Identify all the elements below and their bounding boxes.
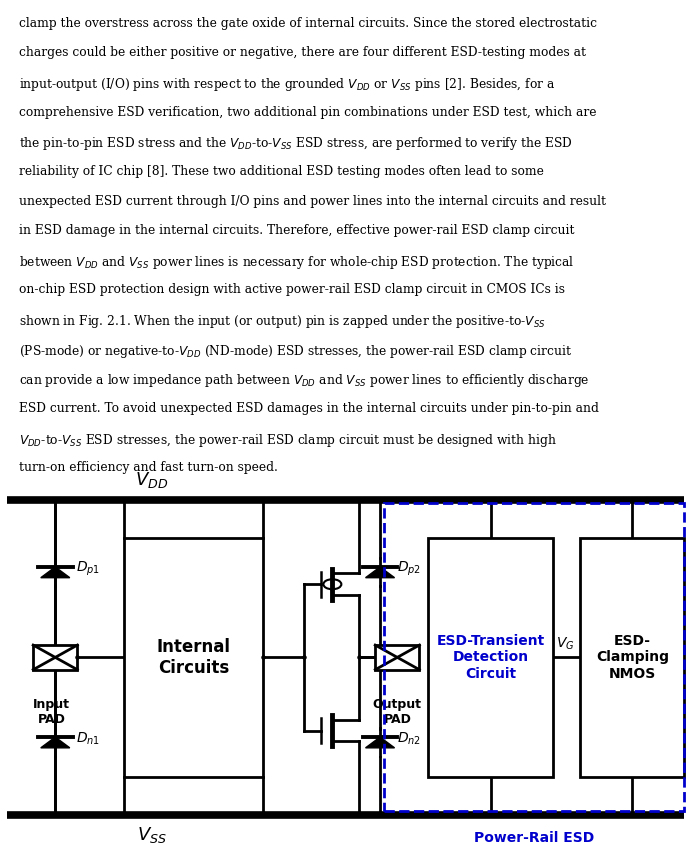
Text: $V_G$: $V_G$ [556, 635, 575, 651]
Bar [428, 538, 553, 777]
Text: (PS-mode) or negative-to-$V_{DD}$ (ND-mode) ESD stresses, the power-rail ESD cla: (PS-mode) or negative-to-$V_{DD}$ (ND-mo… [19, 343, 572, 360]
Text: clamp the overstress across the gate oxide of internal circuits. Since the store: clamp the overstress across the gate oxi… [19, 17, 597, 30]
Polygon shape [366, 737, 395, 748]
Text: on-chip ESD protection design with active power-rail ESD clamp circuit in CMOS I: on-chip ESD protection design with activ… [19, 283, 565, 296]
Bar [580, 538, 684, 777]
Text: $V_{SS}$: $V_{SS}$ [137, 825, 167, 845]
Text: ESD-Transient
Detection
Circuit: ESD-Transient Detection Circuit [437, 634, 545, 680]
Text: input-output (I/O) pins with respect to the grounded $V_{DD}$ or $V_{SS}$ pins [: input-output (I/O) pins with respect to … [19, 76, 556, 93]
Bar [33, 645, 77, 670]
Text: unexpected ESD current through I/O pins and power lines into the internal circui: unexpected ESD current through I/O pins … [19, 195, 606, 207]
Polygon shape [41, 567, 70, 578]
Text: $V_{DD}$: $V_{DD}$ [135, 470, 169, 490]
Bar [384, 503, 684, 811]
Polygon shape [41, 737, 70, 748]
Text: in ESD damage in the internal circuits. Therefore, effective power-rail ESD clam: in ESD damage in the internal circuits. … [19, 224, 575, 237]
Text: shown in Fig. 2.1. When the input (or output) pin is zapped under the positive-t: shown in Fig. 2.1. When the input (or ou… [19, 313, 546, 330]
Text: $D_{p2}$: $D_{p2}$ [397, 559, 422, 578]
Text: turn-on efficiency and fast turn-on speed.: turn-on efficiency and fast turn-on spee… [19, 461, 278, 475]
Text: $D_{n2}$: $D_{n2}$ [397, 730, 422, 747]
Text: Internal
Circuits: Internal Circuits [156, 638, 231, 677]
Text: charges could be either positive or negative, there are four different ESD-testi: charges could be either positive or nega… [19, 47, 587, 59]
Text: $D_{p1}$: $D_{p1}$ [76, 559, 100, 578]
Bar [124, 538, 263, 777]
Text: reliability of IC chip [8]. These two additional ESD testing modes often lead to: reliability of IC chip [8]. These two ad… [19, 165, 545, 178]
Text: ESD-
Clamping
NMOS: ESD- Clamping NMOS [596, 634, 669, 680]
Text: $V_{DD}$-to-$V_{SS}$ ESD stresses, the power-rail ESD clamp circuit must be desi: $V_{DD}$-to-$V_{SS}$ ESD stresses, the p… [19, 431, 557, 448]
Polygon shape [366, 567, 395, 578]
Text: $D_{n1}$: $D_{n1}$ [76, 730, 100, 747]
Text: ESD current. To avoid unexpected ESD damages in the internal circuits under pin-: ESD current. To avoid unexpected ESD dam… [19, 402, 599, 415]
Text: comprehensive ESD verification, two additional pin combinations under ESD test, : comprehensive ESD verification, two addi… [19, 106, 597, 118]
Text: Output
PAD: Output PAD [373, 698, 422, 726]
Text: Input
PAD: Input PAD [33, 698, 70, 726]
Bar [375, 645, 419, 670]
Text: between $V_{DD}$ and $V_{SS}$ power lines is necessary for whole-chip ESD protec: between $V_{DD}$ and $V_{SS}$ power line… [19, 254, 575, 271]
Text: the pin-to-pin ESD stress and the $V_{DD}$-to-$V_{SS}$ ESD stress, are performed: the pin-to-pin ESD stress and the $V_{DD… [19, 135, 573, 152]
Text: Power-Rail ESD
Clamp Circuit: Power-Rail ESD Clamp Circuit [473, 831, 594, 846]
Text: can provide a low impedance path between $V_{DD}$ and $V_{SS}$ power lines to ef: can provide a low impedance path between… [19, 372, 590, 389]
